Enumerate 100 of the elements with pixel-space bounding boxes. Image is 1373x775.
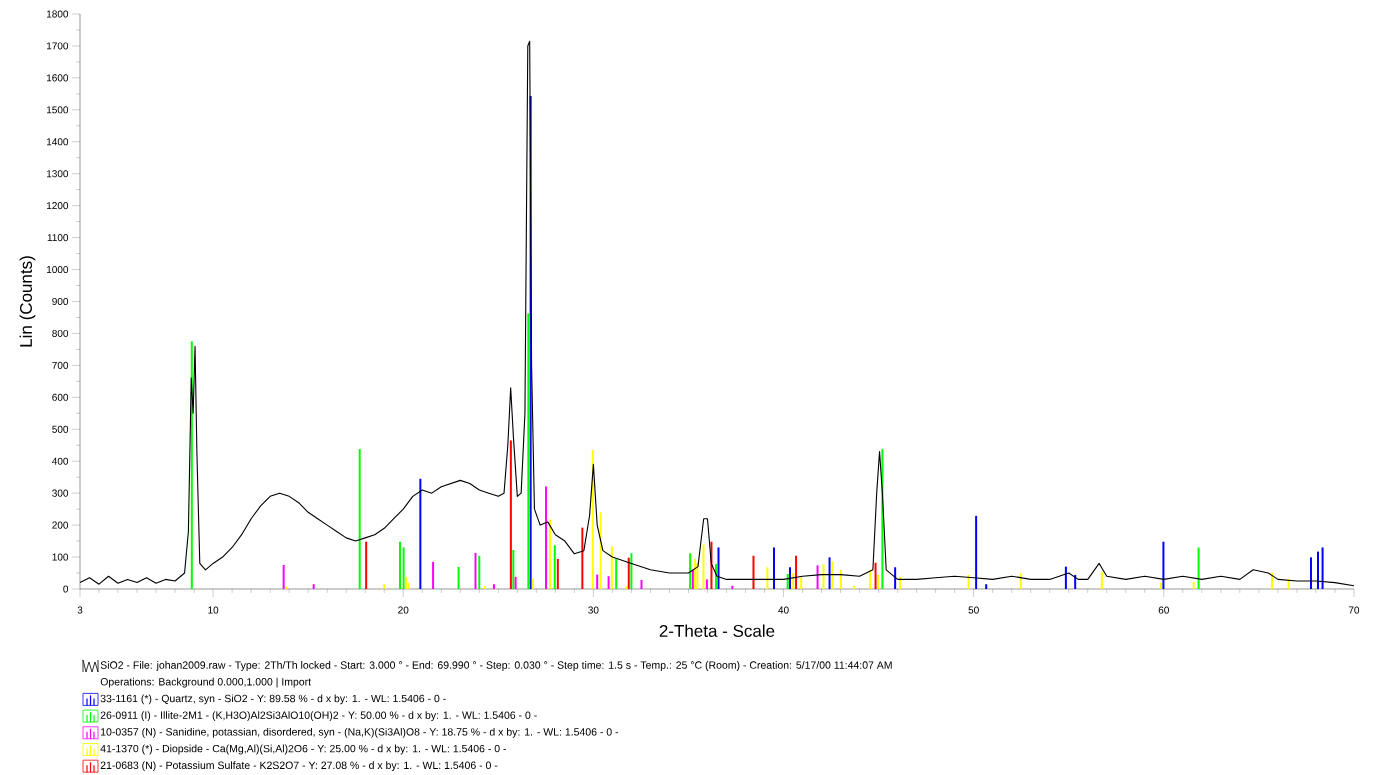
y-tick-label: 1200 xyxy=(47,202,69,210)
bar xyxy=(549,519,552,589)
legend-label: 33-1161 (*) - Quartz, syn - SiO2 - Y: 89.58 % - d x by: 1. - WL: 1.5406 - 0 - xyxy=(100,694,446,705)
bar xyxy=(800,577,803,589)
bar xyxy=(282,565,285,589)
x-tick-label: 60 xyxy=(1158,606,1169,614)
y-tick-label: 400 xyxy=(52,457,69,465)
y-tick-label: 1100 xyxy=(47,234,69,242)
bar xyxy=(853,585,856,589)
bar xyxy=(773,547,776,589)
bar xyxy=(610,546,613,589)
y-tick-label: 700 xyxy=(52,361,69,369)
y-tick-label: 600 xyxy=(52,393,69,401)
bar xyxy=(792,573,795,589)
y-tick-label: 100 xyxy=(52,553,69,561)
bar xyxy=(365,541,368,589)
bar xyxy=(691,569,694,589)
bar xyxy=(312,584,315,589)
bar xyxy=(877,574,880,589)
y-tick-label: 1800 xyxy=(47,10,69,18)
bar xyxy=(484,585,487,589)
bar xyxy=(545,486,548,589)
bar xyxy=(1321,547,1324,589)
bar xyxy=(457,566,460,589)
bar xyxy=(1064,566,1067,589)
bar xyxy=(492,584,495,589)
bar xyxy=(531,578,534,589)
y-tick-label: 500 xyxy=(52,425,69,433)
bar xyxy=(509,440,512,589)
text: Operations: Background 0.000,1.000 | Import xyxy=(100,677,312,688)
y-tick-label: 200 xyxy=(52,521,69,529)
bar xyxy=(399,541,402,589)
y-axis-title: Lin (Counts) xyxy=(19,256,36,347)
bar xyxy=(894,567,897,589)
bar xyxy=(828,557,831,589)
x-axis-title: 2-Theta - Scale xyxy=(659,624,775,637)
bar xyxy=(402,547,405,589)
bar xyxy=(1162,541,1165,589)
bar xyxy=(404,576,407,589)
x-tick-label: 20 xyxy=(398,606,409,614)
bar xyxy=(795,555,798,589)
x-tick-label: 3 xyxy=(77,606,83,614)
bar xyxy=(689,553,692,589)
legend-label: 41-1370 (*) - Diopside - Ca(Mg,Al)(Si,Al)2O6 - Y: 25.00 % - d x by: 1. - WL: 1.5406 - 0 - xyxy=(100,744,507,755)
bar xyxy=(831,561,834,589)
bar xyxy=(1287,579,1290,589)
bar xyxy=(419,478,422,589)
bar xyxy=(1197,547,1200,589)
legend-label: SiO2 - File: johan2009.raw - Type: 2Th/Th locked - Start: 3.000 ° - End: 69.990 ° - Step: 0.030 ° - Step time: 1.5 s - Temp.: 25 °C (Room) - Creation: 5/17/00 11:44:07 AM xyxy=(100,661,892,671)
bar xyxy=(752,555,755,589)
bar xyxy=(1019,573,1022,589)
bar xyxy=(1309,557,1312,589)
bar xyxy=(581,527,584,589)
bar xyxy=(607,576,610,589)
bar xyxy=(1100,571,1103,589)
y-tick-label: 1400 xyxy=(47,138,69,146)
x-tick-label: 50 xyxy=(968,606,979,614)
x-tick-label: 10 xyxy=(208,606,219,614)
bar xyxy=(527,313,530,589)
bar xyxy=(874,562,877,589)
bar xyxy=(625,585,628,589)
bar xyxy=(615,558,618,589)
x-tick-label: 40 xyxy=(778,606,789,614)
bar xyxy=(478,555,481,589)
bar xyxy=(839,569,842,589)
y-tick-label: 900 xyxy=(52,297,69,306)
y-tick-label: 1500 xyxy=(47,106,69,114)
bar xyxy=(766,567,769,589)
bar xyxy=(1317,551,1320,589)
bar xyxy=(285,586,288,589)
bar xyxy=(383,584,386,589)
y-tick-label: 1300 xyxy=(47,170,69,178)
x-tick-label: 30 xyxy=(588,606,599,614)
bar xyxy=(1192,581,1195,589)
bar xyxy=(786,573,789,589)
bar xyxy=(1159,582,1162,589)
bar xyxy=(816,565,819,589)
y-tick-label: 1600 xyxy=(47,74,69,82)
y-tick-label: 1700 xyxy=(47,42,69,50)
bar xyxy=(627,557,630,589)
bar xyxy=(630,553,633,589)
y-tick-label: 1000 xyxy=(47,266,69,274)
bar xyxy=(553,545,556,589)
bar xyxy=(190,341,193,589)
legend-label: 26-0911 (I) - Illite-2M1 - (K,H3O)Al2Si3AlO10(OH)2 - Y: 50.00 % - d x by: 1. - WL: 1.5406 - 0 - xyxy=(100,711,537,721)
y-tick-label: 300 xyxy=(52,489,69,497)
bar xyxy=(985,584,988,589)
x-tick-label: 70 xyxy=(1348,606,1360,614)
bar xyxy=(556,558,559,589)
y-tick-label: 0 xyxy=(63,585,69,593)
bar xyxy=(432,561,435,589)
bar xyxy=(717,547,720,589)
y-tick-label: 800 xyxy=(52,329,69,337)
bar xyxy=(512,550,515,589)
bar xyxy=(702,544,705,589)
bar xyxy=(474,552,477,589)
bar xyxy=(869,569,872,589)
bar xyxy=(599,512,602,589)
bar xyxy=(822,564,825,589)
bar xyxy=(514,576,517,589)
